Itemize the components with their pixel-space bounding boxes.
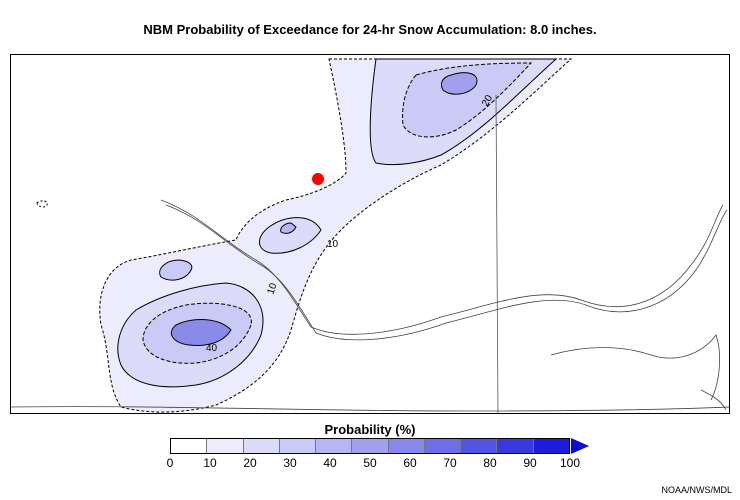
colorbar-tick-label: 90 [523,456,537,470]
colorbar-swatch [497,439,534,453]
contour-isolated [36,200,48,208]
probability-map: 10 10 20 40 [11,58,729,413]
colorbar-tick-label: 70 [443,456,457,470]
border-line-bottom [11,406,729,412]
contour-fill-40b [440,72,478,95]
contour-fill-40 [171,319,232,346]
colorbar-swatch [352,439,389,453]
contour-fill-30c [280,222,297,234]
map-title: NBM Probability of Exceedance for 24-hr … [143,22,597,37]
colorbar-swatch [279,439,317,453]
colorbar-tick-label: 0 [166,456,174,470]
colorbar-tick-label: 60 [403,456,417,470]
colorbar-swatch [388,439,425,453]
contour-label: 40 [206,343,218,354]
river-line-2 [165,204,728,341]
state-boundary-vertical [495,94,499,413]
lake-shore [700,389,727,411]
colorbar-tick-label: 50 [363,456,377,470]
credit-text: NOAA/NWS/MDL [661,485,732,495]
contour-label: 10 [327,239,339,250]
colorbar-tick-label: 80 [483,456,497,470]
contour-fill-10c [259,217,322,254]
colorbar-swatch [461,439,498,453]
contour-label: 20 [480,93,495,109]
colorbar-extension-arrow [571,438,589,454]
colorbar-tick-label: 30 [283,456,297,470]
colorbar-swatch [424,439,462,453]
location-marker [312,173,324,185]
contour-label: 10 [265,281,279,296]
colorbar-swatch [171,439,208,453]
colorbar [170,438,570,454]
colorbar-tick-label: 40 [323,456,337,470]
colorbar-swatch [316,439,353,453]
river-line [160,199,724,335]
colorbar-swatch [207,439,244,453]
colorbar-tick-label: 20 [243,456,257,470]
map-panel: 10 10 20 40 [10,54,730,414]
legend-title: Probability (%) [324,422,416,437]
contour-fill-20c [159,259,193,281]
colorbar-tick-label: 100 [559,456,581,470]
colorbar-tick-label: 10 [203,456,217,470]
contour-fill-20 [402,62,533,138]
colorbar-swatch [533,439,569,453]
river-line-3 [550,334,720,401]
colorbar-swatch [243,439,280,453]
